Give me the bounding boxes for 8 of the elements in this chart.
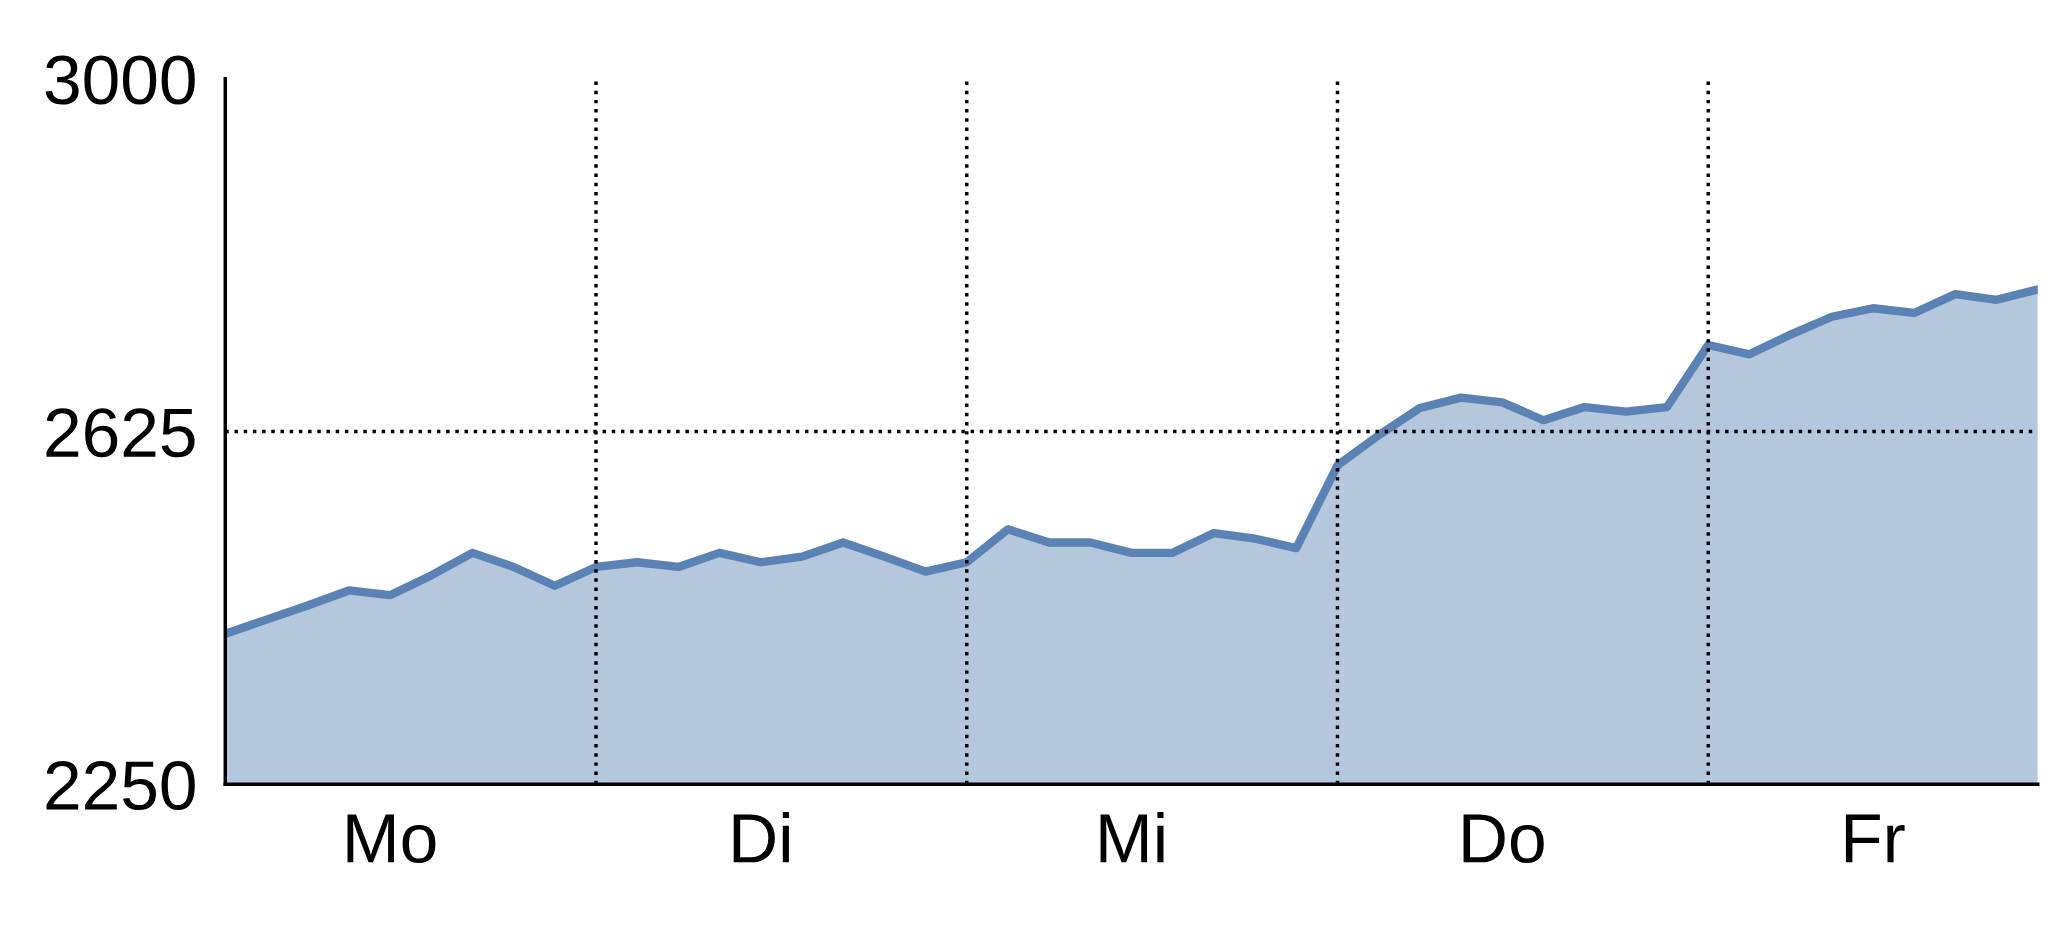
x-tick-label: Fr: [1845, 814, 1905, 863]
x-tick-label: Mo: [347, 814, 436, 864]
x-tick-label: Di: [733, 812, 789, 863]
y-tick-label: 3000: [45, 55, 195, 105]
x-tick-label: Do: [1463, 814, 1544, 864]
y-tick-label: 2250: [46, 760, 195, 811]
x-tick-label: Mi: [1100, 812, 1164, 863]
y-tick-label: 2625: [46, 408, 195, 458]
